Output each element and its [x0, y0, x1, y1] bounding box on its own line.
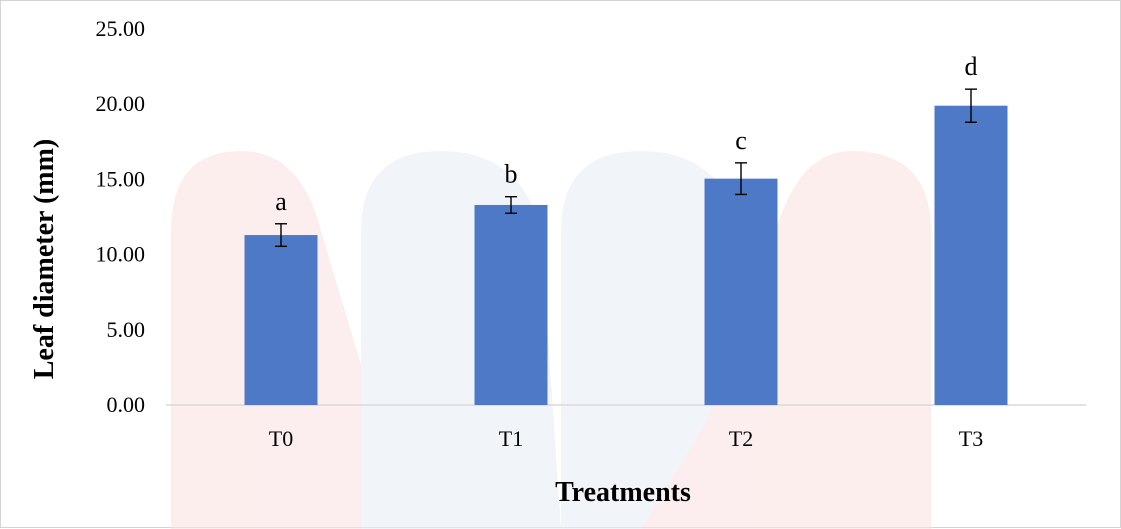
chart-marks: 0.00 5.00 10.00 15.00 20.00 25.00 a T0 b T1 c T2 d T3: [96, 16, 1086, 451]
x-tick-label: T0: [269, 426, 293, 451]
y-tick-label: 25.00: [96, 16, 146, 41]
bar: [244, 235, 318, 405]
y-tick-label: 0.00: [107, 392, 146, 417]
y-tick-label: 10.00: [96, 242, 146, 267]
x-axis-title: Treatments: [555, 477, 691, 508]
x-tick-label: T3: [959, 426, 983, 451]
x-tick-label: T1: [499, 426, 523, 451]
background-watermark: [171, 151, 931, 529]
bar: [934, 105, 1008, 405]
bar: [474, 204, 548, 405]
y-tick-label: 5.00: [107, 317, 146, 342]
significance-label: c: [735, 126, 747, 155]
bar: [704, 178, 778, 405]
significance-label: b: [505, 160, 518, 189]
y-tick-label: 15.00: [96, 166, 146, 191]
significance-label: d: [965, 52, 978, 81]
y-tick-label: 20.00: [96, 91, 146, 116]
x-tick-label: T2: [729, 426, 753, 451]
significance-label: a: [275, 187, 287, 216]
y-axis-title: Leaf diameter (mm): [29, 139, 60, 380]
